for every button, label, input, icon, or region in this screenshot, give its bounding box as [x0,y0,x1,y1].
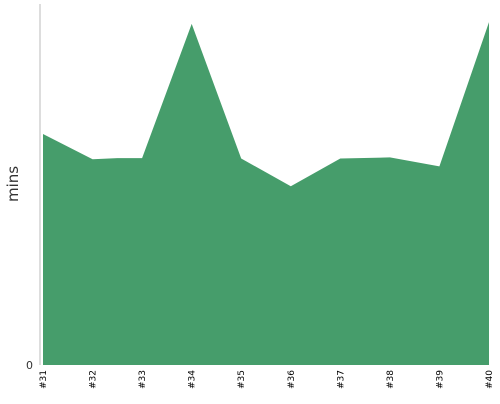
plot-area [43,22,489,365]
y-tick-label: 0 [26,359,33,372]
x-tick-label: #39 [435,370,445,389]
x-tick-label: #32 [89,370,99,389]
x-tick-label: #37 [336,370,346,389]
x-tick-label: #33 [138,370,148,389]
area-series [43,22,489,365]
x-axis-ticks: #31 #32 #33 #34 #35 #36 #37 #38 #39 #40 [39,370,495,389]
x-tick-label: #36 [287,370,297,389]
x-tick-label: #35 [237,370,247,389]
x-tick-label: #31 [39,370,49,389]
x-tick-label: #38 [386,370,396,389]
x-tick-label: #40 [485,370,495,389]
x-tick-label: #34 [188,370,198,389]
y-axis-title: mins [4,166,22,202]
y-axis-ticks: 0 [26,359,33,372]
